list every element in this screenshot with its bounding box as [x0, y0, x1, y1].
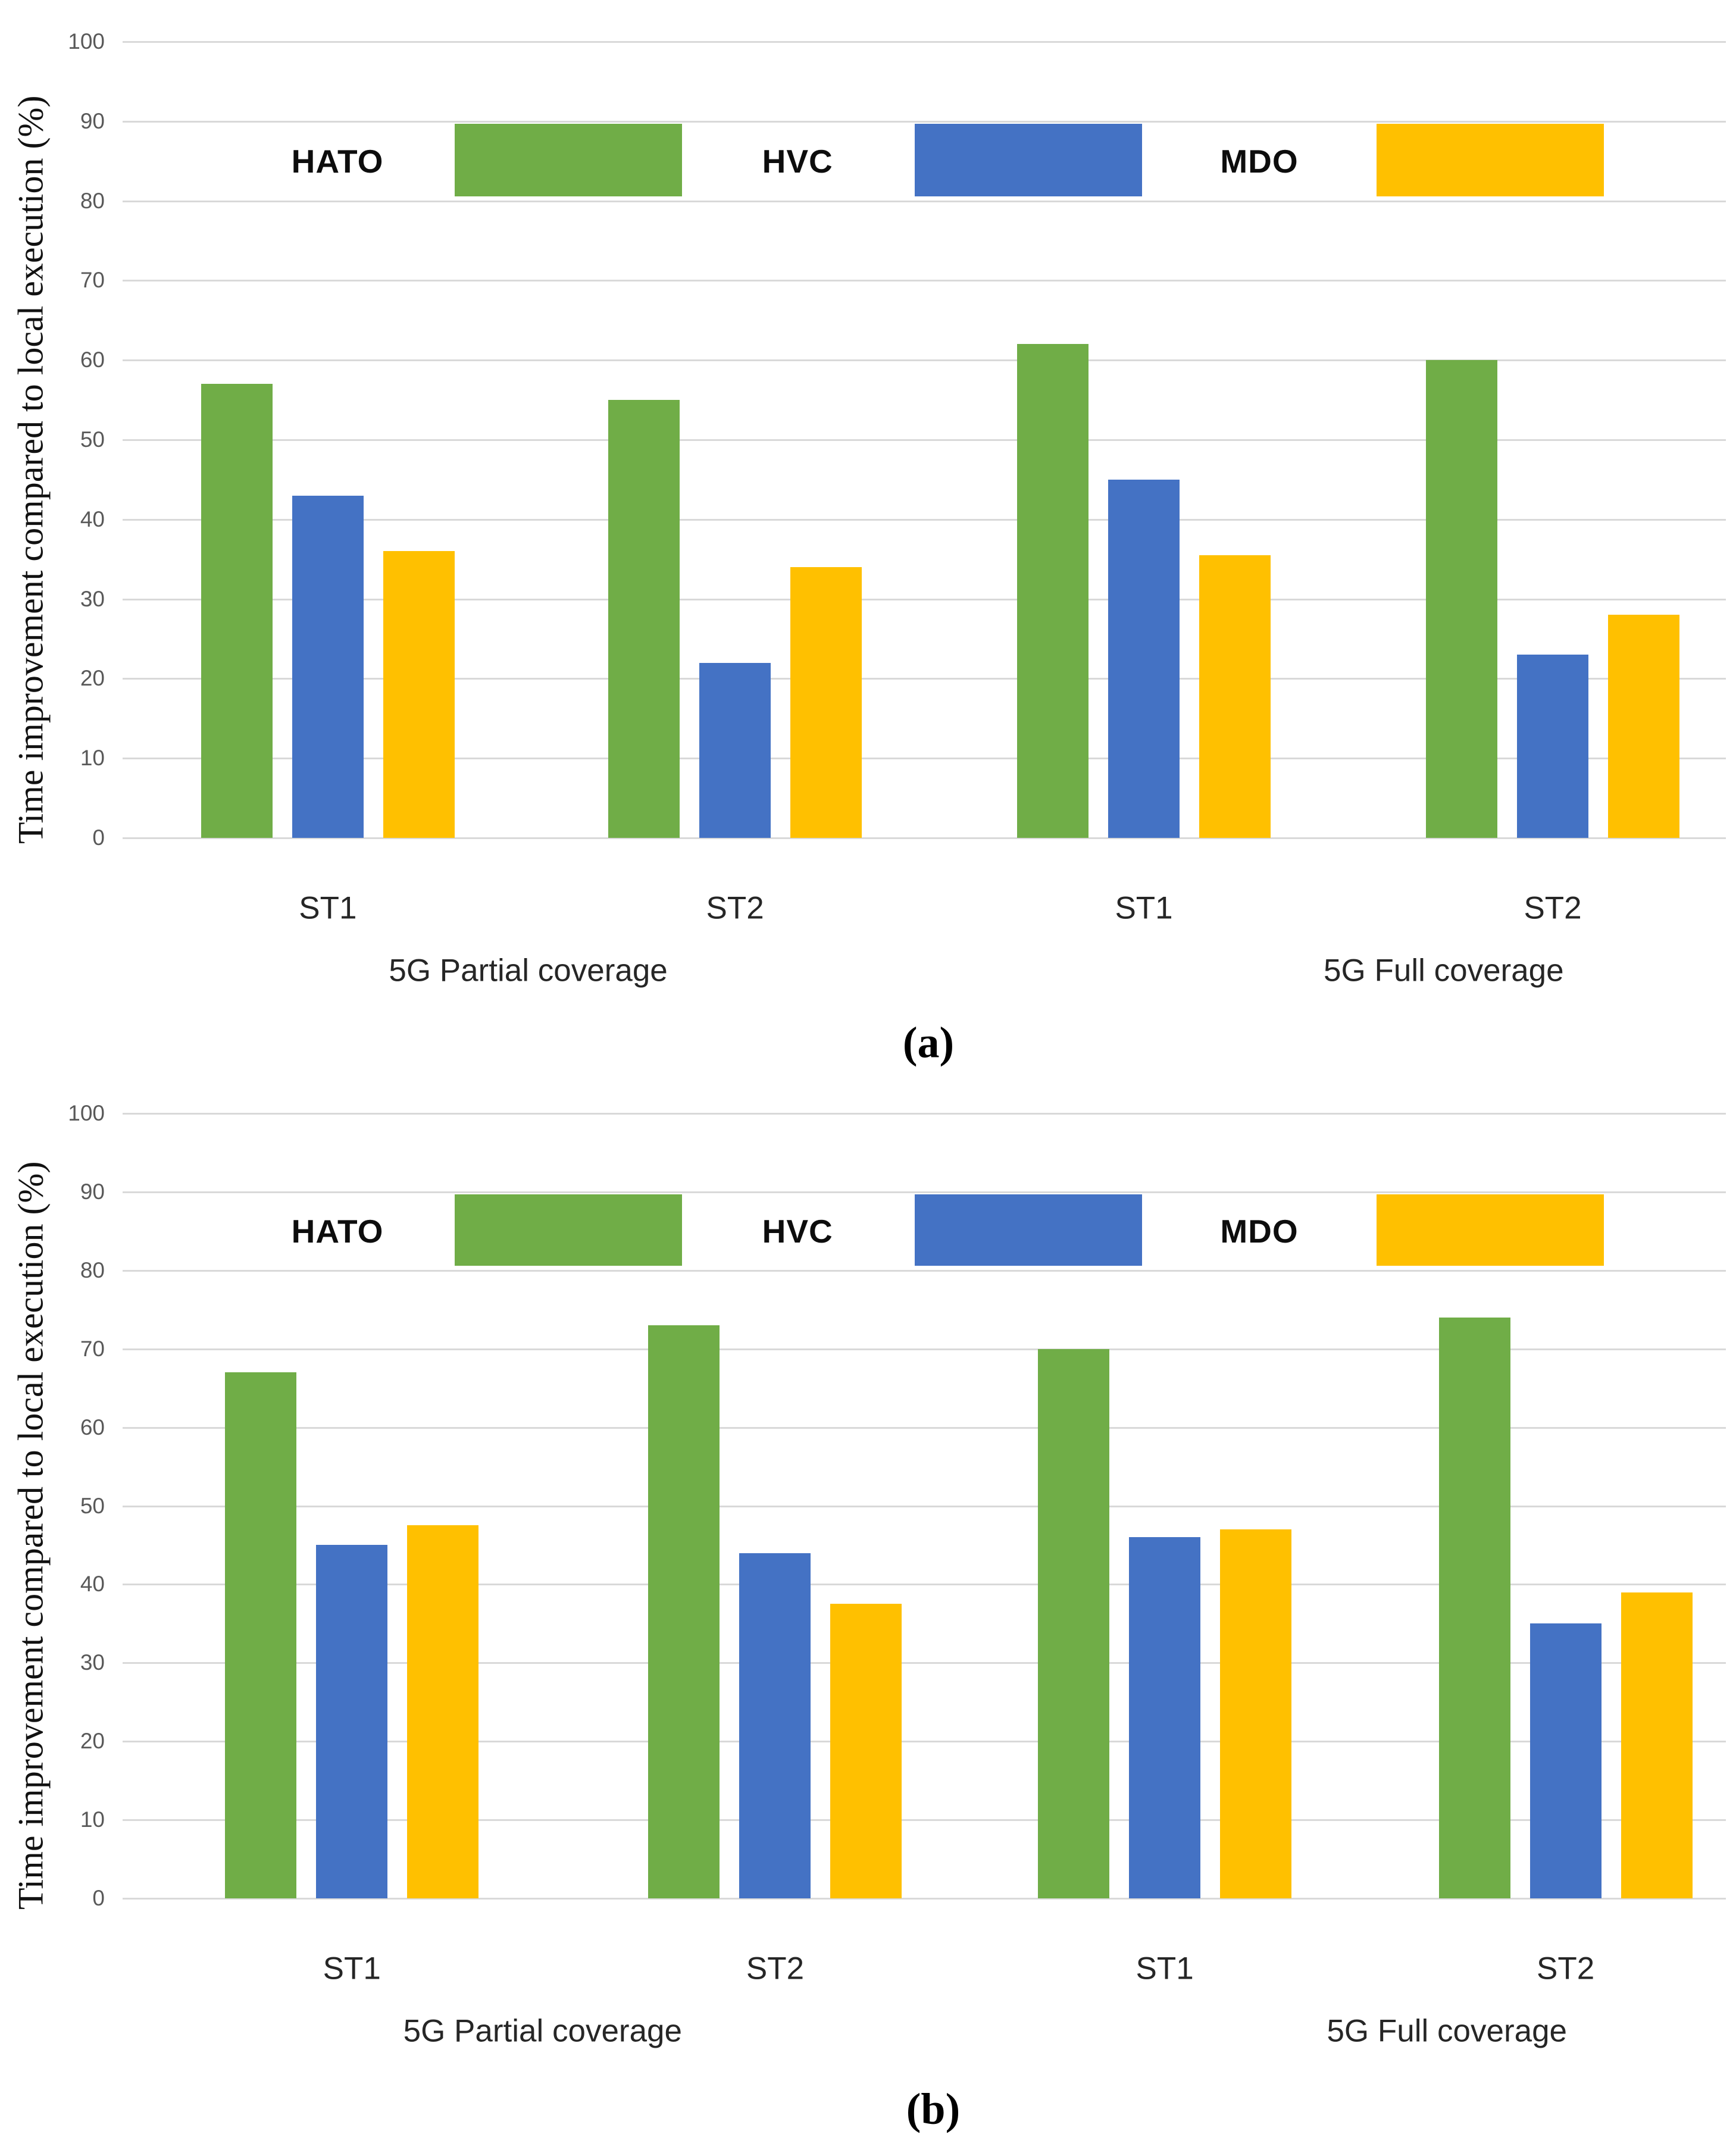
bar-hvc-group4 — [1517, 655, 1589, 838]
bar-hvc-group3 — [1129, 1537, 1201, 1898]
plot-area-b: 0 10 20 30 40 50 60 70 80 90 100 HATO HVC MDO ST1 ST2 ST… — [68, 1101, 1726, 2049]
legend-label-hvc: HVC — [762, 1212, 833, 1250]
bar-hato-group3 — [1017, 344, 1089, 838]
legend-label-mdo: MDO — [1220, 142, 1299, 180]
gridline — [123, 1662, 1726, 1664]
bar-mdo-group4 — [1608, 615, 1680, 838]
x-category-label-1: ST1 — [323, 1951, 381, 1986]
gridline — [123, 200, 1726, 202]
x-group-label-1: 5G Partial coverage — [403, 2013, 683, 2049]
bar-hvc-group2 — [699, 662, 771, 838]
bar-hvc-group2 — [739, 1553, 811, 1898]
y-axis-title: Time improvement compared to local execu… — [11, 1161, 51, 1910]
gridline — [123, 1898, 1726, 1900]
bar-hato-group3 — [1038, 1348, 1110, 1898]
y-tick-label: 100 — [68, 1101, 105, 1125]
bar-hato-group2 — [648, 1325, 720, 1898]
gridline — [123, 1819, 1726, 1822]
plot-area-a: 0 10 20 30 40 50 60 70 80 90 100 HATO HVC MDO ST1 ST2 ST… — [68, 29, 1726, 988]
gridline — [123, 678, 1726, 680]
bar-hvc-group1 — [316, 1545, 388, 1898]
x-category-label-2: ST2 — [746, 1951, 805, 1986]
gridline — [123, 41, 1726, 43]
gridline — [123, 1426, 1726, 1429]
y-tick-label: 60 — [80, 348, 105, 373]
y-tick-label: 50 — [80, 1493, 105, 1518]
gridline — [123, 1505, 1726, 1507]
y-tick-label: 20 — [80, 666, 105, 691]
caption-a: (a) — [902, 1018, 955, 1068]
gridline — [123, 1584, 1726, 1586]
y-tick-label: 0 — [92, 825, 105, 850]
gridline — [123, 758, 1726, 760]
bar-hato-group4 — [1426, 360, 1498, 838]
y-tick-label: 70 — [80, 268, 105, 293]
bar-mdo-group2 — [790, 567, 862, 838]
bar-hato-group4 — [1438, 1317, 1510, 1898]
legend-swatch-hvc — [915, 123, 1143, 196]
y-tick-label: 30 — [80, 586, 105, 611]
y-tick-label: 0 — [92, 1886, 105, 1910]
y-tick-label: 10 — [80, 1807, 105, 1832]
gridline — [123, 518, 1726, 521]
legend-swatch-mdo — [1376, 123, 1604, 196]
y-tick-label: 20 — [80, 1729, 105, 1754]
bar-mdo-group3 — [1220, 1529, 1292, 1898]
x-group-label-1: 5G Partial coverage — [389, 953, 668, 988]
x-category-label-4: ST2 — [1536, 1951, 1595, 1986]
y-tick-label: 10 — [80, 746, 105, 771]
x-category-label-3: ST1 — [1136, 1951, 1194, 1986]
gridline — [123, 1113, 1726, 1115]
bar-hvc-group3 — [1108, 479, 1180, 838]
x-group-label-2: 5G Full coverage — [1324, 953, 1564, 988]
gridline — [123, 120, 1726, 123]
y-tick-label: 70 — [80, 1336, 105, 1361]
gridline — [123, 598, 1726, 600]
y-tick-label: 30 — [80, 1650, 105, 1675]
legend-label-mdo: MDO — [1220, 1212, 1299, 1250]
bar-mdo-group4 — [1621, 1592, 1693, 1898]
bar-mdo-group1 — [407, 1525, 479, 1898]
bar-mdo-group1 — [383, 551, 455, 838]
gridline — [123, 280, 1726, 282]
y-tick-label: 40 — [80, 1572, 105, 1597]
gridline — [123, 1269, 1726, 1272]
y-axis-title: Time improvement compared to local execu… — [11, 95, 51, 844]
bar-hato-group1 — [201, 384, 273, 838]
legend-swatch-hato — [454, 1194, 682, 1266]
legend-label-hato: HATO — [291, 142, 384, 180]
bar-mdo-group2 — [830, 1604, 902, 1898]
y-tick-label: 50 — [80, 427, 105, 452]
bar-hvc-group1 — [292, 495, 364, 838]
gridline — [123, 837, 1726, 839]
bar-hato-group2 — [608, 400, 680, 838]
legend-label-hvc: HVC — [762, 142, 833, 180]
y-tick-label: 80 — [80, 188, 105, 213]
x-category-label-2: ST2 — [706, 890, 764, 926]
y-tick-label: 100 — [68, 29, 105, 54]
y-tick-label: 80 — [80, 1257, 105, 1282]
legend-swatch-hato — [454, 123, 682, 196]
legend-swatch-hvc — [915, 1194, 1143, 1266]
legend-label-hato: HATO — [291, 1212, 384, 1250]
x-category-label-4: ST2 — [1524, 890, 1582, 926]
x-category-label-3: ST1 — [1115, 890, 1173, 926]
x-group-label-2: 5G Full coverage — [1327, 2013, 1568, 2049]
y-tick-label: 40 — [80, 506, 105, 531]
x-category-label-1: ST1 — [299, 890, 357, 926]
bar-hato-group1 — [225, 1372, 297, 1898]
y-tick-label: 60 — [80, 1415, 105, 1440]
y-tick-label: 90 — [80, 108, 105, 133]
gridline — [123, 439, 1726, 441]
legend-swatch-mdo — [1376, 1194, 1604, 1266]
y-tick-label: 90 — [80, 1179, 105, 1204]
gridline — [123, 1348, 1726, 1350]
gridline — [123, 359, 1726, 362]
gridline — [123, 1741, 1726, 1743]
caption-b: (b) — [906, 2085, 961, 2134]
gridline — [123, 1191, 1726, 1193]
bar-hvc-group4 — [1529, 1623, 1602, 1898]
bar-mdo-group3 — [1199, 555, 1271, 838]
